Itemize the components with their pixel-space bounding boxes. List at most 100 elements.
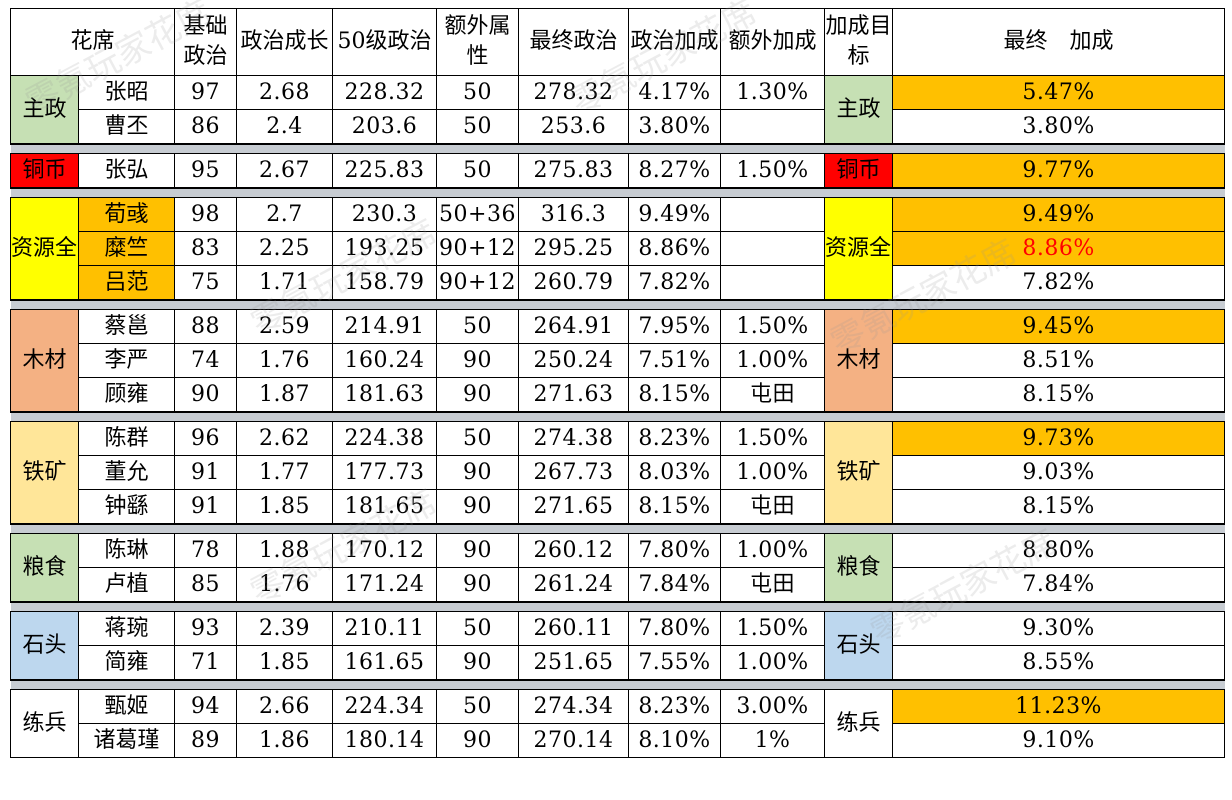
group-label: 石头 xyxy=(10,611,79,681)
table-row: 练兵 甄姬 94 2.66 224.34 50 274.34 8.23% 3.00% 练兵 11.2… xyxy=(10,689,1226,758)
final-politics: 260.12 xyxy=(518,533,630,568)
base-politics: 97 xyxy=(174,75,238,110)
extra-bonus: 屯田 xyxy=(720,489,826,525)
header-target: 加成目标 xyxy=(824,8,894,76)
group-separator xyxy=(10,523,1225,534)
final-bonus: 3.80% xyxy=(892,109,1226,145)
extra-bonus: 1.00% xyxy=(720,455,826,490)
table-row: 铁矿 陈群 96 2.62 224.38 50 274.38 8.23% 1.50% 铁矿 9.73… xyxy=(10,421,1226,525)
lv50-politics: 225.83 xyxy=(332,153,438,189)
final-politics: 278.32 xyxy=(518,75,630,110)
header-text: 50级政治 xyxy=(337,29,432,54)
base-politics: 75 xyxy=(174,265,238,301)
lv50-politics: 181.65 xyxy=(332,489,438,525)
table-row: 粮食 陈琳 78 1.88 170.12 90 260.12 7.80% 1.00% 粮食 8.80… xyxy=(10,533,1226,603)
extra-bonus xyxy=(720,231,826,266)
extra-bonus: 1.50% xyxy=(720,153,826,189)
final-politics: 253.6 xyxy=(518,109,630,145)
politics-table: 花席 基础政治 政治成长 50级政治 额外属性 最终政治 政治加成 额外加成 加… xyxy=(9,8,1226,758)
base-politics: 95 xyxy=(174,153,238,189)
lv50-politics: 224.34 xyxy=(332,689,438,724)
hero-name: 甄姬 xyxy=(77,689,176,724)
bonus-target: 练兵 xyxy=(824,689,894,758)
lv50-politics: 214.91 xyxy=(332,309,438,344)
header-lv50: 50级政治 xyxy=(332,8,438,76)
group-separator xyxy=(10,679,1225,690)
hero-name: 诸葛瑾 xyxy=(77,723,176,758)
extra-bonus: 屯田 xyxy=(720,377,826,413)
politics-bonus: 8.23% xyxy=(628,421,722,456)
extra-attribute: 90 xyxy=(436,567,520,603)
header-text: 额外加成 xyxy=(728,29,817,54)
politics-bonus: 8.23% xyxy=(628,689,722,724)
politics-growth: 1.86 xyxy=(236,723,334,758)
final-bonus: 9.77% xyxy=(892,153,1226,189)
final-politics: 274.38 xyxy=(518,421,630,456)
base-politics: 88 xyxy=(174,309,238,344)
group-separator xyxy=(10,143,1225,154)
extra-attribute: 90 xyxy=(436,723,520,758)
bonus-target: 铜币 xyxy=(824,153,894,189)
separator-cell xyxy=(10,523,1225,534)
final-politics: 251.65 xyxy=(518,645,630,681)
header-final: 最终政治 xyxy=(518,8,630,76)
extra-bonus: 1.00% xyxy=(720,645,826,681)
table-row: 木材 蔡邕 88 2.59 214.91 50 264.91 7.95% 1.50% 木材 9.45… xyxy=(10,309,1226,413)
group-label: 木材 xyxy=(10,309,79,413)
final-bonus: 8.86% xyxy=(892,231,1226,266)
base-politics: 71 xyxy=(174,645,238,681)
table-row: 董允911.77177.7390267.738.03%1.00%9.03%寻访可… xyxy=(11,455,1226,490)
bonus-target: 粮食 xyxy=(824,533,894,603)
extra-attribute: 50 xyxy=(436,109,520,145)
header-bonus: 政治加成 xyxy=(628,8,722,76)
politics-growth: 1.71 xyxy=(236,265,334,301)
politics-bonus: 7.80% xyxy=(628,611,722,646)
hero-name: 蒋琬 xyxy=(77,611,176,646)
lv50-politics: 170.12 xyxy=(332,533,438,568)
separator-cell xyxy=(10,143,1225,154)
group-label: 铁矿 xyxy=(10,421,79,525)
hero-name: 董允 xyxy=(77,455,176,490)
final-politics: 271.65 xyxy=(518,489,630,525)
final-bonus: 7.84% xyxy=(892,567,1226,603)
extra-attribute: 50 xyxy=(436,153,520,189)
header-text: 基础政治 xyxy=(183,14,228,69)
base-politics: 94 xyxy=(174,689,238,724)
politics-growth: 2.67 xyxy=(236,153,334,189)
lv50-politics: 160.24 xyxy=(332,343,438,378)
politics-bonus: 7.55% xyxy=(628,645,722,681)
separator-cell xyxy=(10,411,1225,422)
final-bonus: 9.10% xyxy=(892,723,1226,758)
final-politics: 275.83 xyxy=(518,153,630,189)
politics-growth: 1.76 xyxy=(236,343,334,378)
header-extra: 额外属性 xyxy=(436,8,520,76)
header-text: 额外属性 xyxy=(444,14,511,69)
lv50-politics: 161.65 xyxy=(332,645,438,681)
extra-bonus: 1% xyxy=(720,723,826,758)
final-politics: 270.14 xyxy=(518,723,630,758)
hero-name: 李严 xyxy=(77,343,176,378)
final-bonus: 7.82% xyxy=(892,265,1226,301)
politics-bonus: 9.49% xyxy=(628,197,722,232)
lv50-politics: 203.6 xyxy=(332,109,438,145)
header-text: 政治成长 xyxy=(240,29,329,54)
lv50-politics: 177.73 xyxy=(332,455,438,490)
hero-name: 曹丕 xyxy=(77,109,176,145)
base-politics: 91 xyxy=(174,489,238,525)
politics-growth: 1.85 xyxy=(236,489,334,525)
group-separator xyxy=(10,601,1225,612)
final-politics: 274.34 xyxy=(518,689,630,724)
header-text: 政治加成 xyxy=(630,29,719,54)
final-bonus: 9.30% xyxy=(892,611,1226,646)
politics-bonus: 4.17% xyxy=(628,75,722,110)
hero-name: 蔡邕 xyxy=(77,309,176,344)
base-politics: 93 xyxy=(174,611,238,646)
extra-bonus xyxy=(720,197,826,232)
extra-bonus: 1.50% xyxy=(720,309,826,344)
base-politics: 89 xyxy=(174,723,238,758)
base-politics: 86 xyxy=(174,109,238,145)
table-row: 铜币 张弘 95 2.67 225.83 50 275.83 8.27% 1.50% 铜币 9.77… xyxy=(10,153,1226,189)
hero-name: 顾雍 xyxy=(77,377,176,413)
lv50-politics: 171.24 xyxy=(332,567,438,603)
hero-name: 陈群 xyxy=(77,421,176,456)
